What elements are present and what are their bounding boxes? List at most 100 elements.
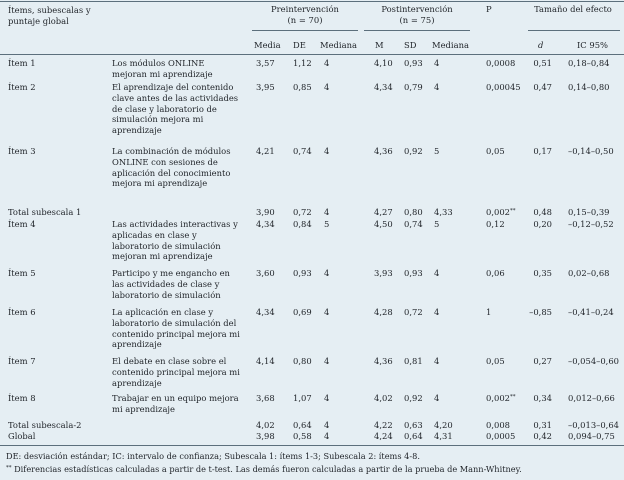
cell-pre-de-value: 0,93 [293, 268, 312, 278]
cell-d: 0,35 [522, 268, 552, 279]
row-label: Ítem 2 [8, 82, 36, 92]
cell-ic-value: 0,012–0,66 [568, 393, 615, 403]
cell-pre-mean-value: 3,68 [256, 393, 275, 403]
cell-p: 0,002** [486, 207, 515, 218]
rule-bottom [0, 445, 624, 446]
cell-post-median-value: 4 [434, 82, 440, 92]
header-post-n: (n = 75) [399, 15, 435, 25]
cell-pre-mean-value: 3,57 [256, 58, 275, 68]
rule-top [0, 1, 624, 2]
cell-pre-de: 0,74 [293, 146, 312, 157]
cell-post-median: 4,31 [434, 431, 453, 442]
cell-post-median-value: 5 [434, 219, 440, 229]
cell-pre-de-value: 1,12 [293, 58, 312, 68]
cell-d: 0,51 [522, 58, 552, 69]
cell-pre-mean-value: 4,34 [256, 307, 275, 317]
row-description: Trabajar en un equipo mejora mi aprendiz… [112, 393, 239, 414]
header-effect: Tamaño del efecto [534, 4, 612, 14]
cell-p: 0,0005 [486, 431, 515, 442]
cell-post-sd-value: 0,74 [404, 219, 423, 229]
cell-post-median-value: 4,33 [434, 207, 453, 217]
cell-ic-value: 0,15–0,39 [568, 207, 610, 217]
cell-post-median: 4,33 [434, 207, 453, 218]
row-label: Total subescala-2 [8, 420, 82, 430]
cell-post-median: 4 [434, 307, 439, 318]
cell-ic: 0,14–0,80 [568, 82, 609, 93]
effect-underline [528, 30, 620, 31]
col-de: DE [293, 40, 306, 50]
cell-pre-mean: 3,68 [256, 393, 275, 404]
cell-ic: –0,14–0,50 [568, 146, 614, 157]
row-description: Participo y me engancho en las actividad… [112, 268, 230, 300]
row-description: La aplicación en clase y laboratorio de … [112, 307, 240, 350]
cell-pre-mean: 3,60 [256, 268, 275, 279]
cell-pre-mean: 4,34 [256, 219, 275, 230]
cell-d-value: –0,85 [529, 307, 552, 317]
cell-pre-de: 0,64 [293, 420, 312, 431]
cell-d: 0,27 [522, 356, 552, 367]
cell-post-sd: 0,79 [404, 82, 423, 93]
cell-d-value: 0,35 [533, 268, 552, 278]
post-underline [364, 30, 470, 31]
cell-ic: –0,41–0,24 [568, 307, 614, 318]
footnote-2-text: Diferencias estadísticas calculadas a pa… [14, 464, 522, 474]
cell-post-mean-value: 4,02 [374, 393, 393, 403]
cell-post-sd: 0,93 [404, 58, 423, 69]
cell-pre-de-value: 0,72 [293, 207, 312, 217]
cell-p-value: 0,002 [486, 207, 510, 217]
cell-p-value: 0,00045 [486, 82, 521, 92]
cell-pre-median-value: 4 [324, 356, 330, 366]
row-label: Ítem 1 [8, 58, 36, 68]
cell-post-median-value: 4 [434, 393, 440, 403]
cell-d-value: 0,42 [533, 431, 552, 441]
cell-pre-median: 4 [324, 393, 329, 404]
cell-post-mean-value: 4,24 [374, 431, 393, 441]
cell-post-mean-value: 4,27 [374, 207, 393, 217]
cell-post-median-value: 4,20 [434, 420, 453, 430]
cell-pre-mean-value: 4,21 [256, 146, 275, 156]
row-label: Ítem 6 [8, 307, 36, 317]
cell-post-mean-value: 4,28 [374, 307, 393, 317]
cell-post-sd-value: 0,64 [404, 431, 423, 441]
cell-post-median: 4 [434, 82, 439, 93]
cell-post-median: 5 [434, 219, 439, 230]
pre-underline [252, 30, 358, 31]
row-label: Ítem 7 [8, 356, 36, 366]
cell-post-mean-value: 3,93 [374, 268, 393, 278]
cell-ic: 0,012–0,66 [568, 393, 615, 404]
cell-pre-mean-value: 4,02 [256, 420, 275, 430]
cell-post-sd: 0,92 [404, 146, 423, 157]
footnote-1: DE: desviación estándar; IC: intervalo d… [6, 451, 420, 461]
cell-d: 0,34 [522, 393, 552, 404]
cell-pre-median-value: 4 [324, 268, 330, 278]
cell-pre-median: 4 [324, 268, 329, 279]
row-description: El debate en clase sobre el contenido pr… [112, 356, 240, 388]
cell-p: 1 [486, 307, 491, 318]
row-label: Total subescala 1 [8, 207, 82, 217]
cell-post-median: 4,20 [434, 420, 453, 431]
cell-pre-de-value: 0,80 [293, 356, 312, 366]
cell-pre-de-value: 1,07 [293, 393, 312, 403]
cell-post-sd-value: 0,63 [404, 420, 423, 430]
significance-mark: ** [509, 208, 516, 214]
cell-post-mean: 4,22 [374, 420, 393, 431]
cell-pre-de: 0,93 [293, 268, 312, 279]
cell-post-mean: 4,50 [374, 219, 393, 230]
cell-d-value: 0,17 [533, 146, 552, 156]
cell-pre-de: 0,84 [293, 219, 312, 230]
cell-pre-median: 4 [324, 207, 329, 218]
cell-pre-mean-value: 3,60 [256, 268, 275, 278]
cell-pre-median: 4 [324, 431, 329, 442]
cell-p: 0,0008 [486, 58, 515, 69]
cell-post-mean-value: 4,36 [374, 356, 393, 366]
cell-p-value: 0,05 [486, 356, 505, 366]
cell-d-value: 0,20 [533, 219, 552, 229]
cell-pre-de: 0,69 [293, 307, 312, 318]
cell-post-mean: 4,28 [374, 307, 393, 318]
cell-pre-mean: 3,57 [256, 58, 275, 69]
cell-post-median: 4 [434, 58, 439, 69]
cell-post-median-value: 5 [434, 146, 440, 156]
cell-ic: –0,013–0,64 [568, 420, 619, 431]
cell-pre-mean: 3,98 [256, 431, 275, 442]
